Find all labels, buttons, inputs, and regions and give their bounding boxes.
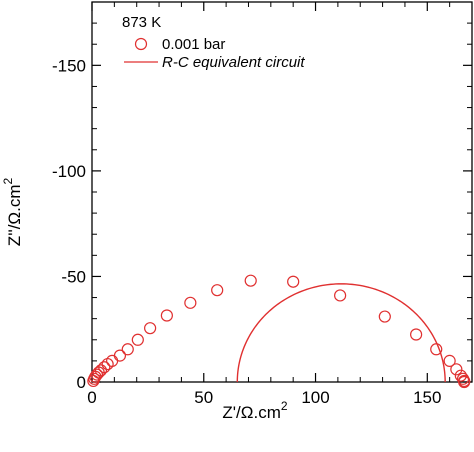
data-point [98, 361, 111, 374]
data-point [113, 349, 127, 362]
legend: 873 K 0.001 bar R-C equivalent circuit [122, 14, 305, 71]
y-tick-label: 0 [77, 373, 86, 392]
data-point [244, 274, 257, 287]
legend-label-series-1: 0.001 bar [162, 36, 225, 53]
legend-marker-circle [134, 37, 148, 51]
data-point [458, 375, 471, 389]
y-axis-title: Z''/Ω.cm2 [1, 177, 24, 246]
data-point [287, 275, 300, 288]
fit-curve-line [236, 283, 446, 383]
data-point [144, 322, 157, 335]
y-tick-label: -100 [52, 162, 86, 181]
y-tick-label: -150 [52, 56, 86, 75]
data-point [121, 343, 134, 356]
data-points-layer [87, 274, 471, 389]
y-tick-label: -50 [61, 267, 86, 286]
data-point [334, 289, 347, 302]
data-point [410, 328, 423, 341]
data-point [160, 309, 173, 322]
legend-title: 873 K [122, 14, 161, 31]
fit-curve-layer [236, 283, 446, 383]
tick-labels: 0 50 100 150 0 -50 -100 -150 [52, 56, 442, 407]
x-tick-label: 150 [413, 388, 441, 407]
x-tick-label: 50 [194, 388, 213, 407]
data-point [430, 343, 443, 356]
data-point [184, 296, 197, 309]
x-tick-label: 100 [301, 388, 329, 407]
data-point [378, 310, 391, 323]
data-point [443, 354, 456, 367]
x-tick-label: 0 [87, 388, 96, 407]
data-point [94, 364, 108, 377]
data-point [90, 368, 104, 381]
x-axis-title: Z'/Ω.cm2 [222, 399, 287, 422]
legend-label-series-2: R-C equivalent circuit [162, 54, 305, 71]
data-point [211, 284, 224, 297]
data-point [450, 363, 463, 376]
data-point [131, 333, 144, 346]
